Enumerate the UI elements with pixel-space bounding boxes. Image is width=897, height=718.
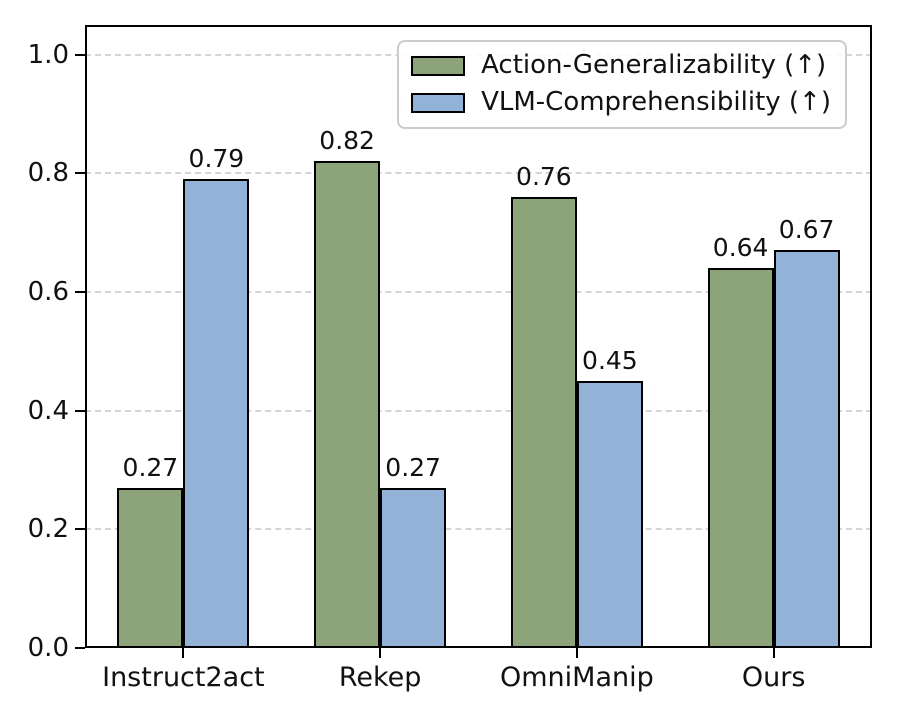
- value-label: 0.27: [122, 452, 179, 482]
- y-tick-label: 0.2: [27, 514, 69, 545]
- legend-item: Action-Generalizability (↑): [411, 50, 831, 81]
- y-tick-mark: [75, 528, 85, 531]
- gridline: [85, 528, 872, 531]
- bar: [314, 161, 381, 648]
- gridline: [85, 291, 872, 293]
- bar: [380, 487, 447, 648]
- x-tick-label: OmniManip: [499, 662, 654, 693]
- bar: [773, 250, 840, 648]
- bar: [183, 179, 250, 648]
- y-tick-mark: [75, 291, 85, 293]
- value-label: 0.27: [385, 452, 441, 482]
- legend-swatch-blue: [411, 92, 466, 113]
- y-tick-label: 0.4: [27, 395, 69, 426]
- bar: [576, 381, 643, 648]
- legend: Action-Generalizability (↑) VLM-Comprehe…: [397, 40, 847, 129]
- bar: [707, 268, 774, 648]
- y-tick-label: 0.6: [27, 277, 69, 307]
- y-tick-label: 0.8: [27, 158, 69, 189]
- legend-label: Action-Generalizability (↑): [481, 50, 827, 80]
- y-tick-mark: [75, 647, 85, 649]
- gridline: [85, 409, 872, 412]
- y-tick-mark: [75, 409, 85, 412]
- value-label: 0.82: [319, 126, 375, 156]
- y-tick-label: 1.0: [27, 39, 69, 70]
- value-label: 0.79: [188, 144, 245, 174]
- x-tick-label: Ours: [741, 662, 806, 693]
- x-tick-label: Rekep: [338, 662, 422, 693]
- x-tick-mark: [379, 648, 382, 658]
- value-label: 0.45: [582, 346, 638, 375]
- y-tick-label: 0.0: [27, 633, 69, 663]
- value-label: 0.67: [778, 215, 835, 245]
- gridline: [85, 172, 872, 175]
- y-tick-mark: [75, 172, 85, 175]
- value-label: 0.64: [712, 233, 769, 263]
- x-tick-mark: [182, 648, 185, 658]
- value-label: 0.76: [516, 162, 572, 192]
- legend-swatch-green: [411, 55, 466, 76]
- bar: [117, 487, 184, 648]
- y-tick-mark: [75, 53, 85, 56]
- x-tick-mark: [575, 648, 578, 658]
- x-tick-label: Instruct2act: [102, 662, 265, 693]
- legend-label: VLM-Comprehensibility (↑): [481, 86, 831, 117]
- x-tick-mark: [772, 648, 775, 658]
- legend-item: VLM-Comprehensibility (↑): [411, 86, 831, 118]
- bar: [510, 197, 577, 648]
